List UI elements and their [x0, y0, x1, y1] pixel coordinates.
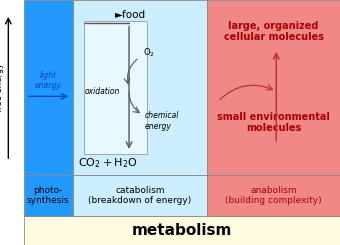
Text: large, organized
cellular molecules: large, organized cellular molecules: [224, 21, 324, 42]
Bar: [84, 21, 147, 154]
Text: photo-
synthesis: photo- synthesis: [27, 186, 70, 205]
Text: metabolism: metabolism: [132, 223, 232, 238]
Text: $\mathregular{CO_2+H_2O}$: $\mathregular{CO_2+H_2O}$: [78, 157, 137, 171]
Bar: [73, 0, 207, 175]
Text: free energy: free energy: [0, 63, 4, 112]
Bar: [207, 175, 340, 216]
Text: catabolism
(breakdown of energy): catabolism (breakdown of energy): [88, 186, 192, 205]
Bar: [24, 216, 340, 245]
Text: $\mathregular{O_2}$: $\mathregular{O_2}$: [143, 46, 154, 59]
Bar: [207, 0, 340, 175]
Text: small environmental
molecules: small environmental molecules: [217, 112, 330, 134]
Text: anabolism
(building complexity): anabolism (building complexity): [225, 186, 322, 205]
Text: light
energy: light energy: [35, 71, 62, 90]
Text: oxidation: oxidation: [85, 86, 120, 96]
Bar: [73, 175, 207, 216]
Text: ►food: ►food: [115, 10, 147, 20]
Bar: [24, 175, 73, 216]
Bar: [24, 0, 73, 175]
Text: chemical
energy: chemical energy: [144, 111, 179, 131]
